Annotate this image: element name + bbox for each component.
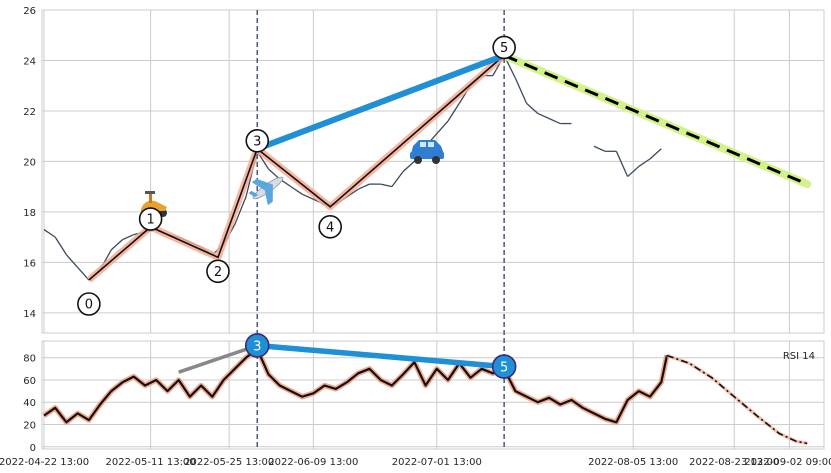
rsi-forecast-line xyxy=(666,354,808,445)
car-wheel xyxy=(414,156,422,164)
decorative-icons xyxy=(141,140,444,217)
rsi-y-tick: 60 xyxy=(23,376,36,387)
wave-label-circle xyxy=(318,215,342,239)
car-window xyxy=(420,142,426,147)
wave-label-text: 2 xyxy=(214,265,222,280)
rsi-gray-line xyxy=(178,343,258,374)
rsi-marker-text: 5 xyxy=(500,361,508,376)
scooter-stem xyxy=(149,193,152,203)
airplane-wing xyxy=(251,178,273,191)
rsi-marker-text: 3 xyxy=(253,339,261,354)
x-tick-label: 2022-08-23 13:00 xyxy=(689,457,779,468)
wave-label-text: 4 xyxy=(326,220,334,235)
price-y-tick: 24 xyxy=(23,56,36,67)
rsi-y-tick: 80 xyxy=(23,354,36,365)
price-line-segment xyxy=(54,236,67,256)
x-tick-label: 2022-05-11 13:00 xyxy=(106,457,196,468)
wave-label-text: 5 xyxy=(500,41,508,56)
price-line-segment xyxy=(346,188,359,198)
price-line-segment xyxy=(380,183,393,188)
rsi-y-tick: 40 xyxy=(23,398,36,409)
x-tick-label: 2022-07-01 13:00 xyxy=(392,457,482,468)
car-window xyxy=(428,142,434,147)
wave-label-circle xyxy=(492,35,516,60)
divergence-line-price xyxy=(256,52,506,152)
wave-label-circle xyxy=(206,259,230,284)
divergence-line-rsi xyxy=(257,342,505,370)
price-line-segment xyxy=(593,145,606,152)
price-line-segment xyxy=(43,229,56,238)
price-line-segment xyxy=(122,233,135,241)
wave-label-text: 0 xyxy=(85,298,93,313)
wave-path xyxy=(88,54,505,281)
price-y-tick: 18 xyxy=(23,208,36,219)
price-line-segment xyxy=(447,103,460,122)
price-line-segment xyxy=(514,77,528,104)
rsi-y-tick: 20 xyxy=(23,421,36,432)
wave-label-circle xyxy=(245,128,270,153)
price-y-tick: 22 xyxy=(23,107,36,118)
rsi-y-tick: 0 xyxy=(30,443,36,454)
price-panel-frame xyxy=(41,9,825,334)
price-line-segment xyxy=(537,112,550,120)
price-plot xyxy=(43,10,812,449)
price-line-segment xyxy=(615,151,629,177)
wave-label-text: 3 xyxy=(253,134,261,149)
car-body xyxy=(411,140,444,154)
airplane-tail xyxy=(248,190,259,198)
price-line-segment xyxy=(436,120,449,135)
rsi-marker-circle xyxy=(491,354,517,379)
x-tick-label: 2022-06-09 13:00 xyxy=(268,457,358,468)
price-y-tick: 16 xyxy=(23,258,36,269)
price-line-segment xyxy=(234,196,247,225)
wave-label-circle xyxy=(77,292,101,316)
price-line-segment xyxy=(627,165,640,178)
price-line-segment xyxy=(548,117,561,125)
price-line-segment xyxy=(391,171,404,188)
wave-label-circle xyxy=(138,207,163,231)
price-line-segment xyxy=(290,186,303,195)
price-y-tick: 26 xyxy=(23,6,36,17)
rsi-panel-frame xyxy=(41,340,825,450)
rsi-line xyxy=(43,347,668,424)
rsi-plot: 3 5 RSI 14 xyxy=(42,333,815,446)
price-line-segment xyxy=(77,266,90,281)
car-wheel xyxy=(432,156,440,164)
airplane-icon xyxy=(248,176,284,206)
x-tick-label: 2022-09-02 09:00 xyxy=(744,457,831,468)
x-tick-label: 2022-08-05 13:00 xyxy=(588,457,678,468)
wave-label-text: 1 xyxy=(146,213,154,228)
price-line-segment xyxy=(638,158,651,167)
price-line-segment xyxy=(301,193,314,200)
price-line-segment xyxy=(402,160,415,172)
projection-line xyxy=(503,54,808,186)
rsi-marker-circle xyxy=(244,333,270,358)
car-icon xyxy=(410,140,444,164)
airplane-wing xyxy=(264,184,273,206)
x-tick-label: 2022-05-25 13:00 xyxy=(184,457,274,468)
price-line-segment xyxy=(268,168,281,180)
x-tick-label: 2022-04-22 13:00 xyxy=(0,457,89,468)
price-line-segment xyxy=(110,239,123,251)
wave-labels: 0 1 2 3 4 5 xyxy=(77,35,516,316)
price-line-segment xyxy=(65,254,79,268)
price-line-segment xyxy=(649,148,662,160)
scooter-handle xyxy=(145,191,155,194)
price-line-segment xyxy=(526,102,539,114)
price-y-tick: 14 xyxy=(23,309,36,320)
price-y-tick: 20 xyxy=(23,157,36,168)
price-line-segment xyxy=(357,183,370,190)
rsi-legend-label: RSI 14 xyxy=(783,351,815,362)
grid xyxy=(42,9,824,449)
